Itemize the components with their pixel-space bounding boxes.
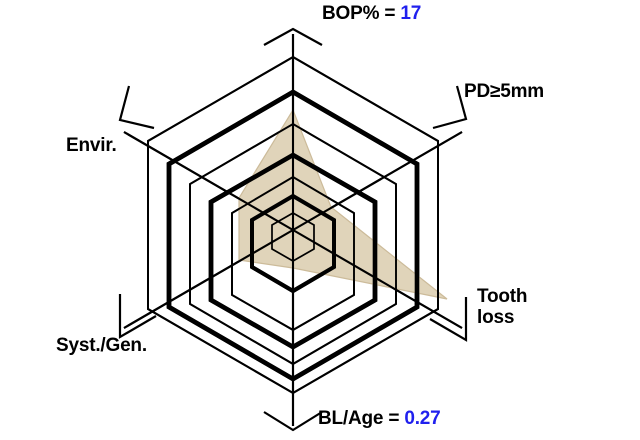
axis-label-pd-name: PD≥5mm [464, 81, 544, 102]
arrow-tip-envir-icon [118, 85, 155, 130]
axis-label-syst-gen: Syst./Gen. [56, 335, 147, 357]
arrow-tip-bop-icon [263, 27, 323, 46]
axis-arrow-tips [118, 27, 468, 432]
axis-label-envir-name: Envir. [66, 135, 117, 156]
grid-overlay [123, 34, 463, 426]
axis-value-bl-age: 0.27 [404, 408, 441, 429]
arrow-tip-bl-age-icon [263, 411, 323, 432]
axis-label-tooth-loss-line2: loss [477, 307, 515, 329]
arrow-tip-pd-icon [432, 85, 468, 130]
axis-label-tooth-loss: Tooth loss [477, 286, 528, 329]
arrow-tip-tooth-loss-icon [429, 297, 468, 342]
axis-label-tooth-loss-line1: Tooth [477, 286, 528, 307]
axis-label-syst-gen-name: Syst./Gen. [56, 335, 147, 356]
arrow-tip-syst-gen-icon [118, 294, 157, 339]
axis-label-bop: BOP% = 17 [322, 3, 422, 25]
axis-label-bop-name: BOP% = [322, 3, 401, 24]
axis-label-envir: Envir. [66, 135, 117, 157]
axis-label-pd: PD≥5mm [464, 81, 544, 103]
axis-label-bl-age: BL/Age = 0.27 [318, 408, 441, 430]
axis-value-bop: 17 [400, 3, 422, 24]
axis-label-bl-age-name: BL/Age = [318, 408, 405, 429]
